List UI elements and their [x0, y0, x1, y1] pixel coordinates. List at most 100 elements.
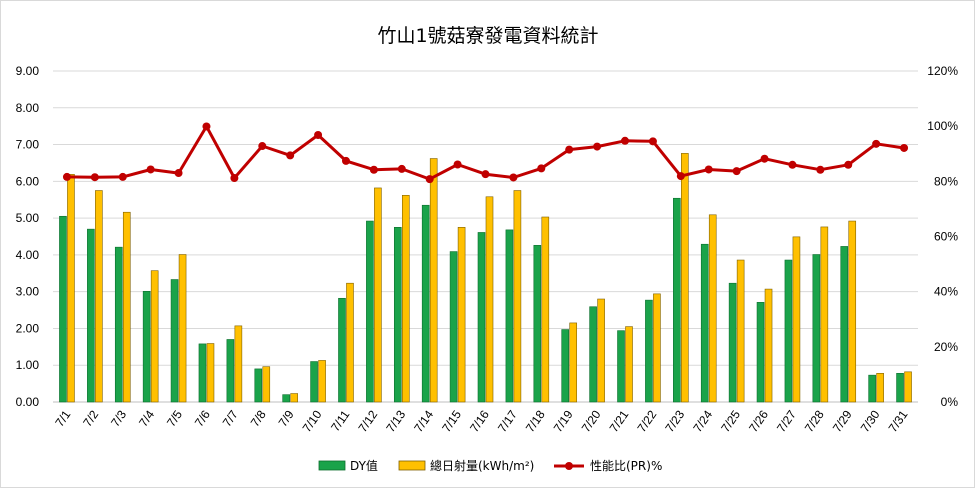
left-tick-label: 9.00 [16, 64, 40, 78]
x-tick-label: 7/19 [551, 407, 576, 434]
bar-dy [812, 254, 821, 403]
bar-dy [254, 368, 263, 403]
bar-dy [449, 251, 458, 403]
right-tick-label: 120% [927, 64, 958, 78]
x-tick-label: 7/17 [495, 407, 520, 434]
pr-point [314, 130, 323, 139]
x-tick-label: 7/6 [192, 407, 213, 429]
bar-irradiance [318, 360, 326, 403]
x-tick-label: 7/8 [248, 407, 269, 429]
bar-dy [673, 197, 681, 403]
x-axis: 7/1 7/2 7/3 7/4 7/5 7/6 7/7 7/8 7/9 7/10 7/11 7/12 7… [52, 407, 910, 434]
pr-point [341, 156, 350, 165]
bar-dy [896, 373, 904, 403]
right-tick-label: 80% [934, 174, 958, 188]
bar-dy [282, 394, 290, 403]
x-tick-label: 7/5 [164, 407, 185, 429]
left-tick-label: 4.00 [16, 248, 40, 262]
bar-dy [477, 232, 486, 403]
x-tick-label: 7/12 [355, 407, 380, 434]
bar-dy [142, 290, 151, 403]
pr-point [202, 122, 211, 131]
right-tick-label: 20% [934, 340, 958, 354]
pr-point [90, 173, 99, 182]
pr-line-group [62, 122, 909, 184]
bar-irradiance [876, 373, 884, 403]
bar-dy [589, 306, 597, 403]
bar-irradiance [234, 325, 243, 403]
bar-dy [59, 215, 67, 403]
bar-irradiance [848, 220, 857, 403]
x-tick-label: 7/1 [52, 407, 73, 429]
left-tick-label: 5.00 [16, 211, 40, 225]
pr-point [258, 142, 267, 151]
pr-point [425, 175, 434, 184]
x-tick-label: 7/25 [718, 407, 743, 434]
bar-irradiance [429, 158, 438, 403]
bar-dy [533, 245, 542, 403]
legend-label-irradiance: 總日射量(kWh/m²) [430, 458, 534, 473]
pr-point [509, 173, 518, 182]
bars-group [59, 153, 912, 403]
x-tick-label: 7/20 [579, 407, 604, 434]
left-y-axis: 0.00 1.00 2.00 3.00 4.00 5.00 6.00 7.00 8.00 9.00 [16, 64, 40, 409]
x-tick-label: 7/29 [830, 407, 855, 434]
pr-point [286, 151, 295, 160]
bar-dy [645, 299, 653, 403]
bar-dy [421, 204, 430, 403]
bar-irradiance [150, 270, 159, 403]
gridlines [53, 70, 918, 403]
pr-point [760, 154, 769, 163]
x-tick-label: 7/21 [607, 407, 632, 434]
x-tick-label: 7/14 [411, 407, 436, 434]
x-tick-label: 7/11 [328, 407, 353, 434]
bar-dy [561, 329, 570, 403]
bar-dy [617, 330, 625, 403]
pr-point [62, 172, 71, 181]
x-tick-label: 7/30 [858, 407, 883, 434]
x-tick-label: 7/4 [136, 407, 157, 429]
bar-irradiance [681, 153, 689, 403]
bar-irradiance [346, 282, 354, 403]
pr-point [565, 145, 574, 154]
bar-dy [226, 339, 235, 403]
left-tick-label: 2.00 [16, 321, 40, 335]
x-tick-label: 7/23 [662, 407, 687, 434]
pr-point [676, 172, 685, 181]
bar-irradiance [206, 343, 215, 403]
pr-point [844, 160, 853, 169]
right-tick-label: 40% [934, 285, 958, 299]
right-tick-label: 0% [941, 395, 959, 409]
x-tick-label: 7/24 [690, 407, 715, 434]
legend-swatch-dy [318, 460, 346, 471]
bar-irradiance [820, 226, 829, 403]
bar-dy [756, 302, 765, 403]
x-tick-label: 7/7 [220, 407, 241, 429]
left-tick-label: 3.00 [16, 285, 40, 299]
bar-irradiance [625, 326, 633, 403]
left-tick-label: 7.00 [16, 138, 40, 152]
bar-irradiance [95, 190, 103, 403]
pr-point [648, 137, 657, 146]
pr-point [621, 136, 630, 145]
legend-label-dy: DY值 [350, 458, 378, 473]
bar-irradiance [904, 371, 912, 403]
bar-dy [87, 228, 95, 403]
bar-irradiance [262, 366, 271, 403]
bar-dy [310, 361, 318, 403]
bar-dy [700, 243, 709, 403]
bar-dy [868, 374, 876, 403]
pr-point [537, 164, 546, 173]
x-tick-label: 7/18 [523, 407, 548, 434]
bar-irradiance [513, 190, 522, 403]
pr-point [704, 165, 713, 174]
pr-point [230, 174, 239, 183]
bar-dy [728, 282, 737, 403]
pr-point [593, 142, 602, 151]
bar-irradiance [708, 214, 717, 403]
pr-point [174, 169, 183, 178]
right-y-axis: 0% 20% 40% 60% 80% 100% 120% [927, 64, 958, 409]
bar-irradiance [485, 196, 494, 403]
pr-point [369, 165, 378, 174]
x-tick-label: 7/16 [467, 407, 492, 434]
